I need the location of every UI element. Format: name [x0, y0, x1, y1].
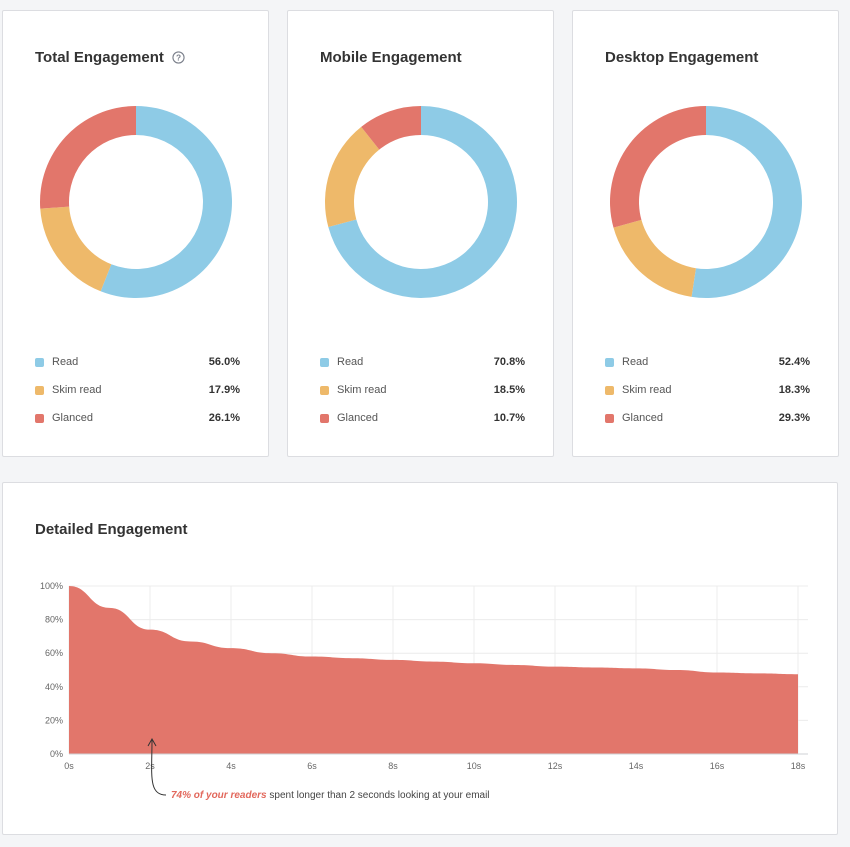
legend-value: 70.8%	[493, 356, 525, 368]
legend-label-group: Glanced	[605, 412, 663, 424]
legend-row-read: Read 70.8%	[320, 348, 525, 376]
legend-label: Read	[622, 356, 649, 368]
legend: Read 52.4% Skim read 18.3% Glanced 29.3%	[605, 348, 810, 432]
legend-value: 52.4%	[778, 356, 810, 368]
legend-label: Glanced	[337, 412, 378, 424]
legend-value: 17.9%	[208, 384, 240, 396]
donut-slice-read[interactable]	[328, 106, 517, 298]
legend-label: Glanced	[622, 412, 663, 424]
annotation-arrow-head	[147, 737, 157, 747]
legend-swatch	[35, 357, 44, 367]
x-tick-label: 2s	[145, 761, 155, 771]
legend-row-glanced: Glanced 26.1%	[35, 404, 240, 432]
card-title-text: Desktop Engagement	[605, 49, 759, 66]
legend-swatch	[605, 357, 614, 367]
legend-row-skim: Skim read 17.9%	[35, 376, 240, 404]
x-tick-label: 18s	[791, 761, 806, 771]
legend-swatch	[605, 385, 614, 395]
legend-row-read: Read 52.4%	[605, 348, 810, 376]
detailed-engagement-title: Detailed Engagement	[35, 521, 188, 538]
engagement-card-desktop: Desktop Engagement Read 52.4% Skim read 18.…	[572, 10, 839, 457]
legend: Read 70.8% Skim read 18.5% Glanced 10.7%	[320, 348, 525, 432]
donut-slice-skim[interactable]	[40, 206, 112, 292]
area-series-engagement	[69, 586, 798, 754]
donut-chart	[325, 106, 517, 298]
legend-label-group: Glanced	[35, 412, 93, 424]
legend-label-group: Skim read	[605, 384, 672, 396]
legend-swatch	[320, 385, 329, 395]
svg-text:?: ?	[176, 52, 181, 62]
legend-label: Skim read	[337, 384, 387, 396]
donut-slice-read[interactable]	[691, 106, 802, 298]
donut-chart	[39, 106, 232, 298]
y-tick-label: 100%	[40, 581, 63, 591]
x-tick-label: 8s	[388, 761, 398, 771]
engagement-card-total: Total Engagement ? Read 56.0% Skim read 17.…	[2, 10, 269, 457]
annotation-highlight: 74% of your readers	[171, 790, 267, 801]
legend-swatch	[35, 385, 44, 395]
legend-value: 18.5%	[493, 384, 525, 396]
annotation-rest: spent longer than 2 seconds looking at y…	[266, 790, 490, 801]
x-tick-label: 6s	[307, 761, 317, 771]
legend: Read 56.0% Skim read 17.9% Glanced 26.1%	[35, 348, 240, 432]
legend-swatch	[320, 413, 329, 423]
legend-label-group: Glanced	[320, 412, 378, 424]
engagement-card-mobile: Mobile Engagement Read 70.8% Skim read 18.5…	[287, 10, 554, 457]
donut-slice-skim[interactable]	[613, 219, 696, 297]
legend-value: 29.3%	[778, 412, 810, 424]
x-tick-label: 4s	[226, 761, 236, 771]
legend-label: Read	[337, 356, 364, 368]
question-circle-icon[interactable]: ?	[172, 51, 185, 64]
legend-value: 26.1%	[208, 412, 240, 424]
legend-row-read: Read 56.0%	[35, 348, 240, 376]
legend-row-glanced: Glanced 29.3%	[605, 404, 810, 432]
legend-label-group: Skim read	[35, 384, 102, 396]
legend-swatch	[320, 357, 329, 367]
donut-slice-glanced[interactable]	[39, 106, 136, 209]
x-tick-label: 14s	[629, 761, 644, 771]
y-tick-label: 80%	[45, 615, 63, 625]
donut-chart	[610, 106, 802, 298]
legend-label-group: Skim read	[320, 384, 387, 396]
y-tick-label: 40%	[45, 682, 63, 692]
y-tick-label: 20%	[45, 715, 63, 725]
donut-slice-glanced[interactable]	[361, 106, 421, 150]
legend-value: 18.3%	[778, 384, 810, 396]
legend-row-skim: Skim read 18.5%	[320, 376, 525, 404]
legend-label: Skim read	[52, 384, 102, 396]
donut-slice-read[interactable]	[100, 106, 232, 298]
area-chart: 0% 20% 40% 60% 80% 100% 0s 2s 4s 6s 8s 10s 12s 14s 16s…	[40, 581, 808, 796]
legend-value: 56.0%	[208, 356, 240, 368]
x-tick-label: 12s	[548, 761, 563, 771]
legend-label: Glanced	[52, 412, 93, 424]
legend-label: Read	[52, 356, 79, 368]
x-tick-label: 0s	[64, 761, 74, 771]
x-tick-label: 16s	[710, 761, 725, 771]
annotation-arrow	[151, 739, 167, 796]
card-title-text: Total Engagement	[35, 49, 164, 66]
card-title: Desktop Engagement	[605, 49, 758, 66]
legend-label-group: Read	[320, 356, 363, 368]
card-title-text: Mobile Engagement	[320, 49, 462, 66]
legend-label-group: Read	[35, 356, 78, 368]
y-tick-label: 60%	[45, 648, 63, 658]
legend-swatch	[35, 413, 44, 423]
y-tick-label: 0%	[50, 749, 63, 759]
card-title: Mobile Engagement	[320, 49, 462, 66]
legend-label: Skim read	[622, 384, 672, 396]
legend-row-glanced: Glanced 10.7%	[320, 404, 525, 432]
donut-slice-skim[interactable]	[325, 126, 380, 228]
x-tick-label: 10s	[467, 761, 482, 771]
annotation-text: 74% of your readers spent longer than 2 …	[171, 790, 490, 801]
legend-label-group: Read	[605, 356, 648, 368]
legend-swatch	[605, 413, 614, 423]
donut-slice-glanced[interactable]	[610, 106, 706, 228]
card-title: Total Engagement ?	[35, 49, 185, 66]
detailed-engagement-card: Detailed Engagement 0% 20% 40% 60% 80% 100% 0s…	[2, 482, 838, 835]
legend-value: 10.7%	[493, 412, 525, 424]
legend-row-skim: Skim read 18.3%	[605, 376, 810, 404]
